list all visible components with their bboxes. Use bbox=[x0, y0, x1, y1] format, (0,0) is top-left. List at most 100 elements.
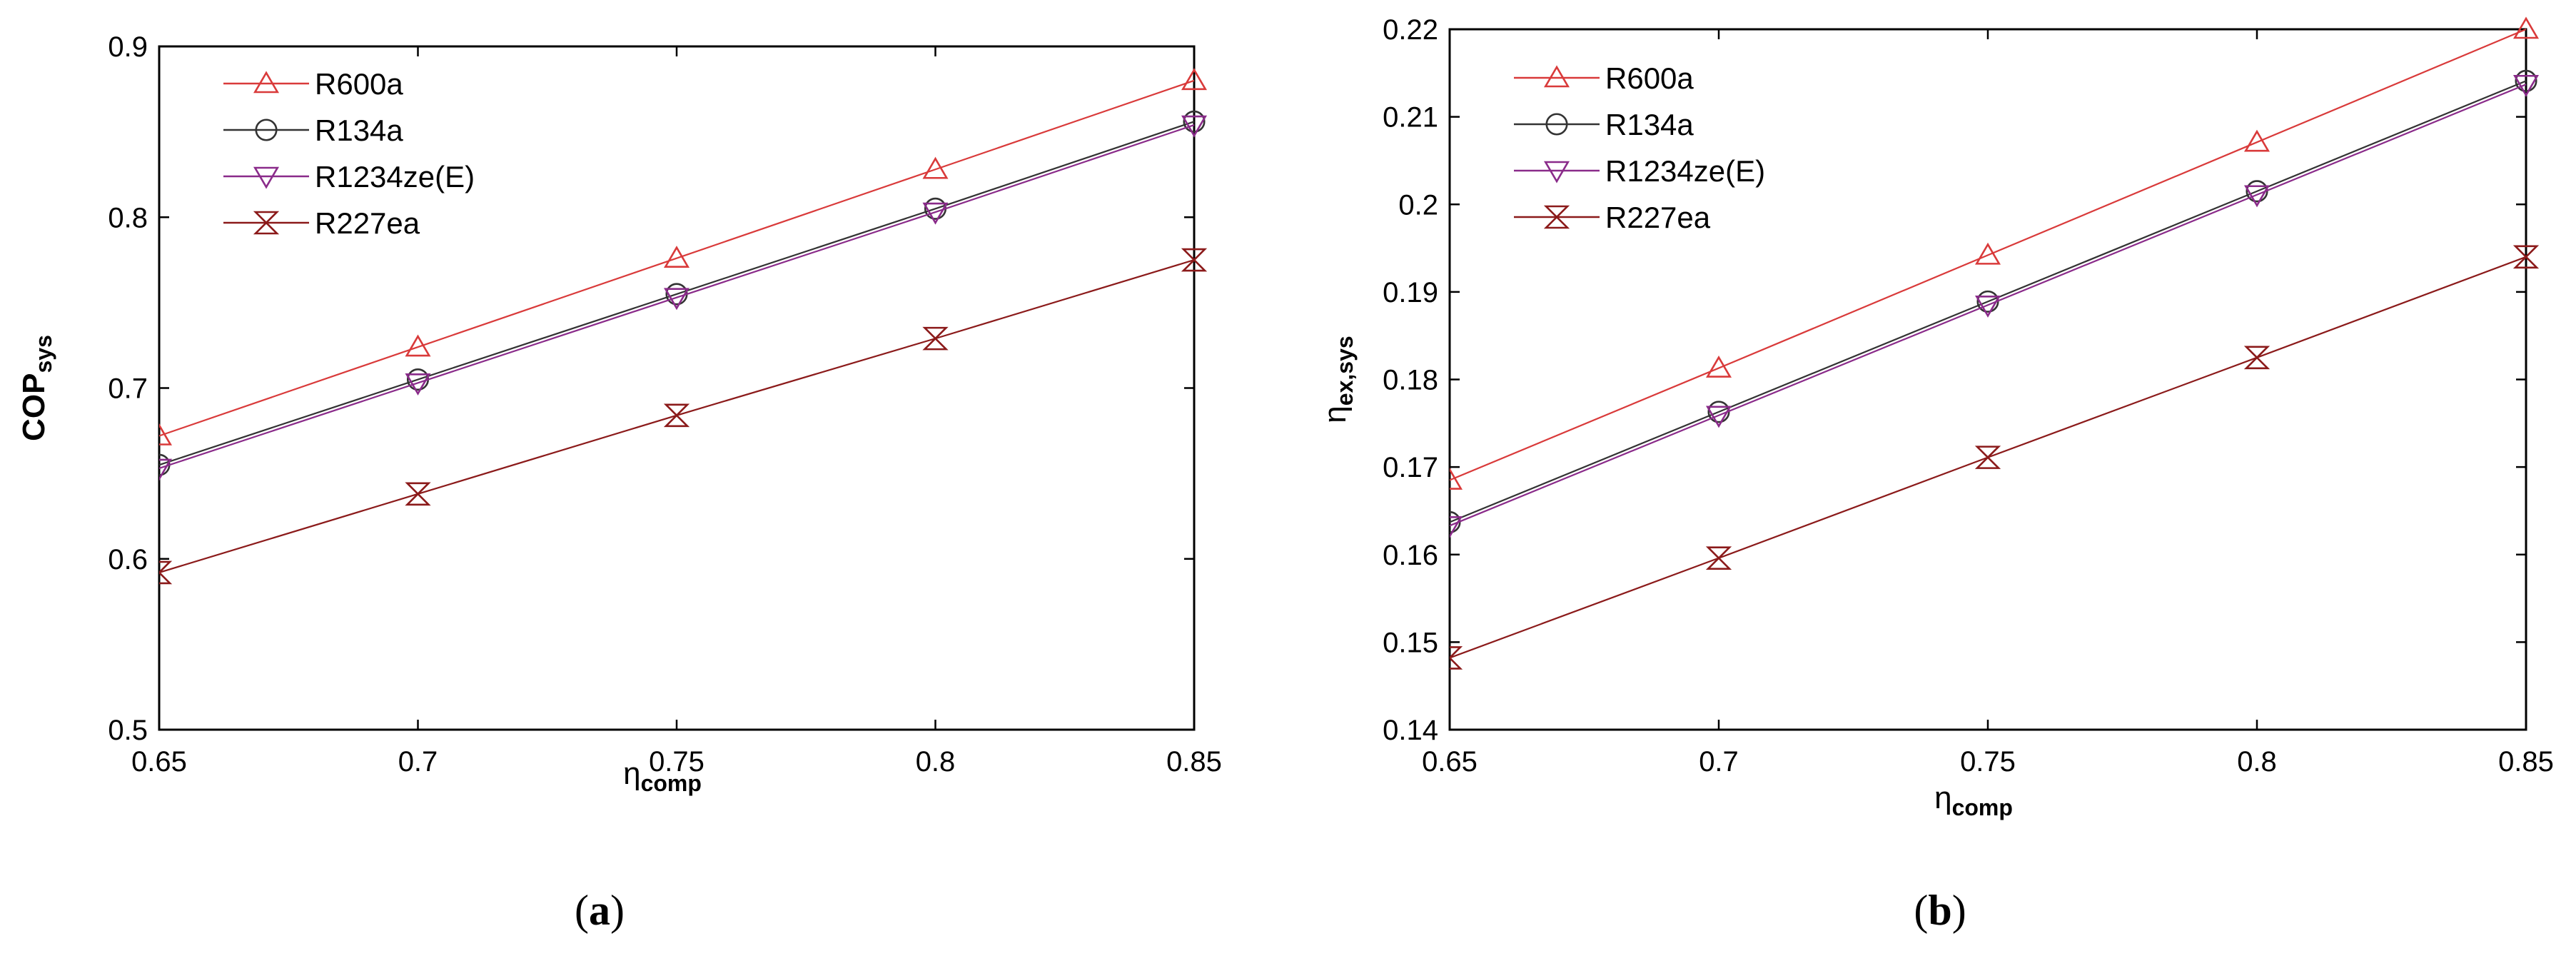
data-point bbox=[663, 246, 690, 268]
series-line bbox=[1450, 28, 2527, 481]
data-point bbox=[1181, 115, 1208, 138]
y-tick-label: 0.16 bbox=[1383, 540, 1438, 571]
data-point bbox=[1974, 242, 2001, 265]
y-tick-label: 0.2 bbox=[1398, 189, 1438, 221]
x-tick-label: 0.85 bbox=[2498, 746, 2554, 778]
legend-item: R134a bbox=[223, 114, 403, 147]
legend-item: R600a bbox=[1514, 61, 1694, 95]
data-point bbox=[2243, 129, 2271, 152]
y-axis-title: COPsys bbox=[16, 335, 56, 441]
data-point bbox=[1450, 515, 1463, 538]
x-axis-title-sub: comp bbox=[641, 770, 702, 796]
series-R600a bbox=[1450, 16, 2540, 490]
legend-item: R227ea bbox=[223, 206, 420, 240]
data-point bbox=[1183, 110, 1206, 133]
legend-marker bbox=[1543, 205, 1570, 229]
x-axis-title-main: η bbox=[1934, 780, 1951, 815]
data-point bbox=[2243, 185, 2271, 208]
chart-panel-b: 0.65 0.7 0.75 0.8 0.85 0.14 0.15 0.16 0.17 0.18 0.… bbox=[1318, 14, 2554, 934]
series-R134a bbox=[159, 110, 1206, 476]
y-tick-label: 0.21 bbox=[1383, 102, 1438, 134]
y-tick-label: 0.6 bbox=[108, 544, 148, 575]
x-tick-label: 0.8 bbox=[2237, 746, 2277, 778]
data-point bbox=[1705, 546, 1732, 570]
data-point bbox=[405, 334, 431, 357]
series-R227ea bbox=[1450, 245, 2540, 670]
series-line bbox=[159, 79, 1195, 437]
x-tick-label: 0.75 bbox=[1960, 746, 2016, 778]
legend-marker bbox=[1543, 65, 1570, 88]
series-R1234ze(E) bbox=[1450, 74, 2540, 538]
x-axis-title: ηcomp bbox=[1934, 780, 2013, 820]
data-point bbox=[1181, 248, 1208, 272]
data-point bbox=[2512, 74, 2540, 97]
x-axis-title-sub: comp bbox=[1952, 795, 2013, 820]
caption-letter: a bbox=[589, 887, 610, 934]
panel-caption: (b) bbox=[1914, 887, 1966, 934]
legend-item: R600a bbox=[223, 67, 403, 101]
y-tick-label: 0.9 bbox=[108, 31, 148, 63]
data-point bbox=[1450, 646, 1463, 670]
panel-caption: (a) bbox=[575, 887, 625, 934]
y-tick-label: 0.14 bbox=[1383, 715, 1438, 746]
chart-panel-a: 0.65 0.7 0.75 0.8 0.85 0.5 0.6 0.7 0.8 0.9 R600a R1… bbox=[16, 31, 1222, 934]
data-point bbox=[405, 482, 431, 506]
x-tick-label: 0.75 bbox=[649, 746, 704, 778]
x-tick-label: 0.65 bbox=[1422, 746, 1478, 778]
legend-label: R1234ze(E) bbox=[1605, 154, 1765, 188]
data-point bbox=[2512, 16, 2540, 39]
y-tick-label: 0.15 bbox=[1383, 627, 1438, 658]
y-tick-label: 0.19 bbox=[1383, 277, 1438, 308]
legend-marker bbox=[255, 119, 278, 141]
legend-marker bbox=[1545, 113, 1568, 136]
series-line bbox=[1450, 80, 2527, 523]
y-axis-title-sub: sys bbox=[31, 335, 56, 373]
data-point bbox=[922, 156, 949, 179]
legend-label: R134a bbox=[315, 114, 403, 147]
caption-open-paren: ( bbox=[1914, 887, 1928, 934]
data-point bbox=[1705, 355, 1732, 378]
legend-label: R134a bbox=[1605, 108, 1694, 141]
legend-marker bbox=[253, 211, 280, 235]
y-tick-label: 0.22 bbox=[1383, 14, 1438, 46]
y-tick-label: 0.8 bbox=[108, 202, 148, 233]
caption-open-paren: ( bbox=[575, 887, 589, 934]
x-axis-title-main: η bbox=[623, 756, 640, 791]
data-point bbox=[2515, 69, 2537, 92]
x-tick-label: 0.7 bbox=[398, 746, 438, 778]
legend-marker bbox=[253, 71, 280, 94]
series-R1234ze(E) bbox=[159, 115, 1208, 481]
series-line bbox=[159, 124, 1195, 469]
data-point bbox=[2243, 346, 2271, 370]
data-point bbox=[1181, 68, 1208, 91]
y-tick-label: 0.5 bbox=[108, 715, 148, 746]
plot-frame bbox=[158, 45, 1196, 731]
data-point bbox=[405, 373, 431, 396]
series-R600a bbox=[159, 68, 1208, 446]
data-point bbox=[663, 288, 690, 311]
series-line bbox=[1450, 84, 2527, 527]
data-point bbox=[922, 202, 949, 225]
series-R227ea bbox=[159, 248, 1208, 585]
legend-label: R600a bbox=[1605, 61, 1694, 95]
legend-marker bbox=[253, 166, 280, 189]
legend-item: R1234ze(E) bbox=[223, 160, 475, 193]
data-point bbox=[1450, 467, 1463, 490]
legend-label: R227ea bbox=[1605, 201, 1711, 234]
legend: R600a R134a R1234ze(E) R227ea bbox=[1514, 61, 1765, 234]
legend-item: R227ea bbox=[1514, 201, 1711, 234]
y-tick-label: 0.18 bbox=[1383, 365, 1438, 396]
y-axis-title: ηex,sys bbox=[1318, 336, 1358, 423]
y-axis-title-sub: ex,sys bbox=[1332, 336, 1358, 406]
series-line bbox=[159, 121, 1195, 466]
caption-close-paren: ) bbox=[610, 887, 625, 934]
data-point bbox=[922, 326, 949, 351]
x-tick-label: 0.65 bbox=[131, 746, 187, 778]
x-tick-label: 0.8 bbox=[916, 746, 956, 778]
y-tick-label: 0.17 bbox=[1383, 452, 1438, 483]
legend-item: R134a bbox=[1514, 108, 1694, 141]
data-point bbox=[159, 423, 173, 446]
legend-item: R1234ze(E) bbox=[1514, 154, 1765, 188]
caption-letter: b bbox=[1928, 887, 1951, 934]
